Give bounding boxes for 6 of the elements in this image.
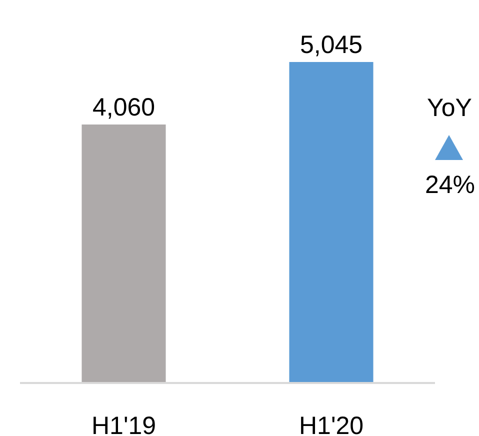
x-tick-label: H1'19: [91, 412, 156, 436]
data-label: 5,045: [300, 31, 363, 59]
annotation: YoY: [427, 94, 472, 122]
x-tick-label: H1'20: [298, 412, 364, 436]
annotation: 24%: [425, 171, 476, 199]
data-label: 4,060: [92, 93, 156, 122]
